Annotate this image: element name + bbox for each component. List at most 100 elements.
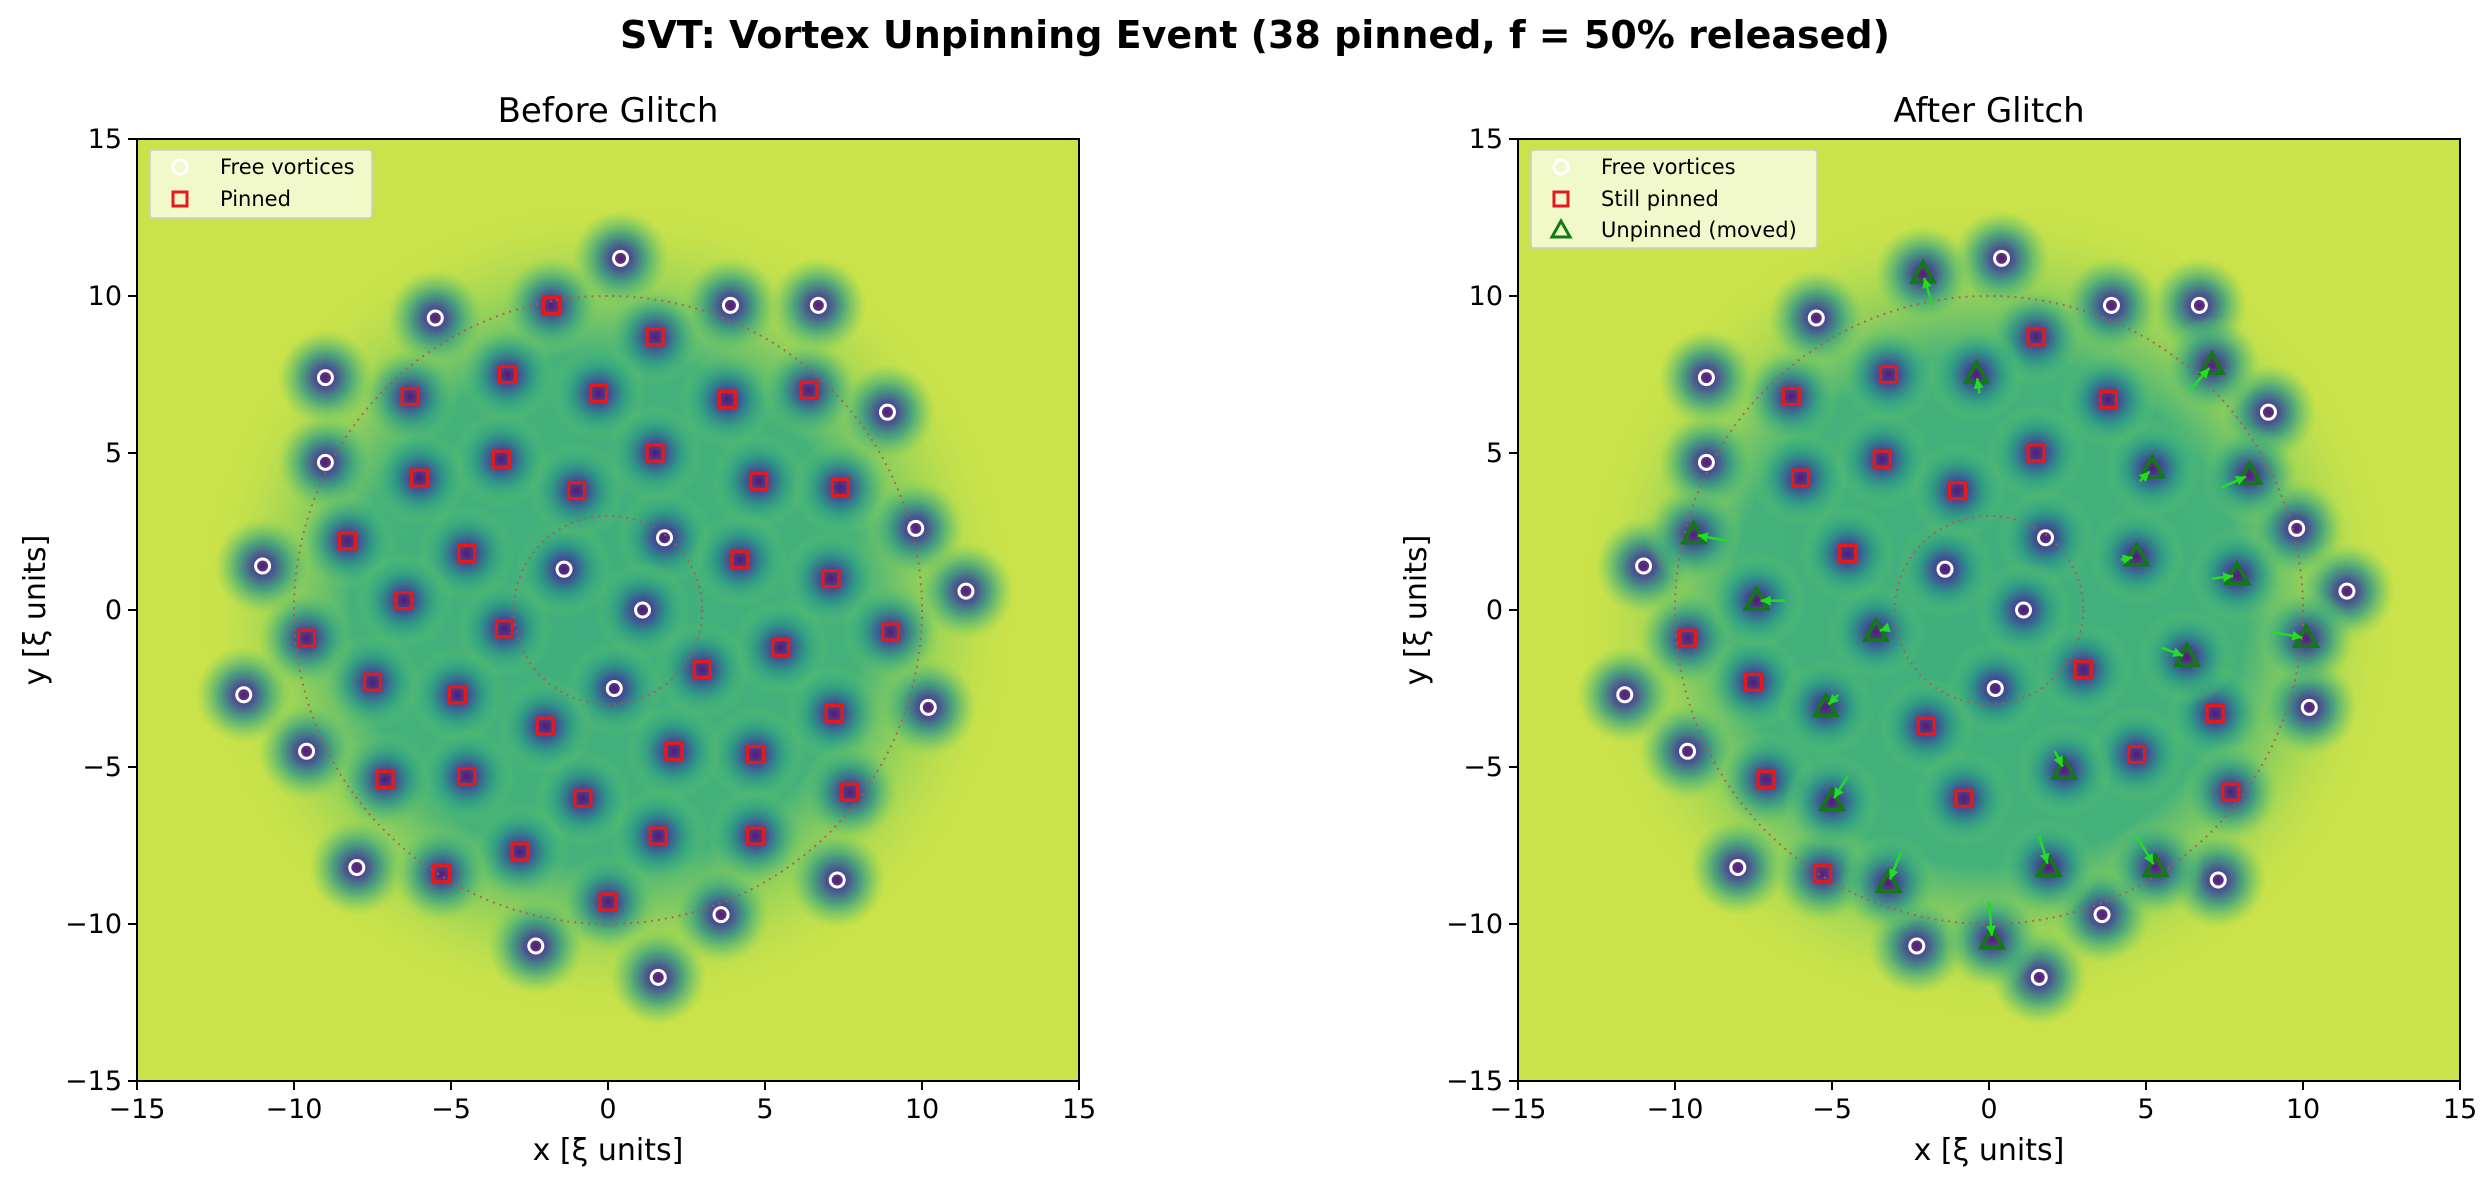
vortex-core-density bbox=[1576, 646, 1674, 744]
vortex-core-density bbox=[732, 599, 830, 697]
pinned-vortex-point bbox=[749, 471, 769, 491]
unpinned-vortex-point bbox=[1818, 785, 1846, 812]
vortex-core-density bbox=[1915, 749, 2013, 848]
pinned-vortex-point bbox=[1790, 468, 1811, 488]
x-tick-label: −5 bbox=[1812, 1094, 1852, 1125]
y-tick-label: 0 bbox=[1486, 595, 1503, 626]
pinned-vortex-point bbox=[573, 788, 593, 809]
vortex-core-density bbox=[2059, 350, 2157, 449]
y-tick-label: 15 bbox=[1469, 124, 1503, 155]
reference-circle bbox=[1674, 295, 2304, 925]
pinned-vortex-point bbox=[692, 660, 712, 680]
unpinned-vortex-point bbox=[1811, 691, 1840, 718]
vortex-core-density bbox=[1874, 225, 1972, 323]
pinned-vortex-point bbox=[375, 769, 395, 790]
vortex-core-density bbox=[355, 551, 453, 650]
x-tick-label: 0 bbox=[1980, 1094, 1997, 1125]
pinned-vortex-point bbox=[457, 543, 477, 564]
pinned-vortex-point bbox=[510, 842, 530, 862]
vortex-core-density bbox=[1999, 818, 2098, 917]
vortex-core-density bbox=[672, 865, 770, 964]
unpinned-vortex-point bbox=[2141, 851, 2170, 878]
vortex-core-density bbox=[2260, 658, 2358, 757]
vortex-core-density bbox=[559, 853, 657, 951]
vortex-core-density bbox=[487, 897, 585, 995]
vortex-core-density bbox=[691, 511, 789, 609]
x-tick-label: 10 bbox=[2286, 1094, 2320, 1125]
free-vortex-point bbox=[634, 601, 652, 619]
vortex-core-density bbox=[838, 363, 937, 461]
legend-pinned-label: Pinned bbox=[220, 187, 291, 211]
displacement-arrow bbox=[2135, 835, 2155, 865]
free-vortex-point bbox=[2288, 519, 2306, 537]
displacement-arrow bbox=[1760, 595, 1785, 606]
unpinned-vortex-point bbox=[2050, 754, 2079, 780]
pinned-vortex-point bbox=[1872, 449, 1892, 469]
vortex-core-density bbox=[706, 705, 805, 804]
vortex-core-density bbox=[2015, 721, 2114, 819]
pinned-vortex-point bbox=[1878, 364, 1899, 385]
unpinned-vortex-point bbox=[1978, 924, 2007, 950]
free-vortex-point bbox=[2037, 529, 2055, 547]
x-ticks-before: −15 −10 −5 0 5 10 15 bbox=[109, 1081, 1096, 1125]
vortex-core-density bbox=[841, 583, 940, 681]
vortex-core-density bbox=[606, 404, 704, 502]
vortex-core-density bbox=[2163, 316, 2261, 414]
panel-title-after: After Glitch bbox=[1893, 91, 2084, 131]
vortex-core-density bbox=[1742, 347, 1840, 446]
pinned-vortex-point bbox=[1812, 864, 1833, 884]
vortex-core-density bbox=[681, 256, 780, 355]
x-tick-label: −15 bbox=[1490, 1094, 1547, 1125]
free-vortex-point bbox=[907, 519, 925, 537]
vortex-core-density bbox=[527, 442, 626, 540]
vortex-core-density bbox=[1927, 325, 2026, 424]
displacement-arrow bbox=[1697, 532, 1729, 543]
displacement-arrow bbox=[2211, 572, 2234, 583]
x-tick-label: 15 bbox=[1062, 1094, 1096, 1125]
free-vortex-point bbox=[1616, 686, 1634, 704]
vortex-core-density bbox=[2188, 526, 2286, 625]
vortex-core-density bbox=[769, 256, 868, 355]
pinned-vortex-point bbox=[2098, 390, 2118, 410]
pinned-vortex-point bbox=[337, 531, 357, 551]
free-vortex-point bbox=[1936, 560, 1954, 578]
y-tick-label: −10 bbox=[1446, 909, 1503, 940]
vortex-core-density bbox=[1943, 891, 2041, 989]
pinned-vortex-point bbox=[799, 380, 819, 400]
reference-circle bbox=[512, 514, 704, 706]
vortex-core-density bbox=[593, 561, 692, 659]
displacement-arrow bbox=[2038, 835, 2050, 865]
vortex-core-density bbox=[1877, 677, 1975, 775]
vortex-core-density bbox=[791, 438, 890, 537]
vortex-core-density bbox=[706, 787, 805, 885]
vortex-core-density bbox=[195, 646, 293, 744]
pinned-vortex-point bbox=[730, 550, 750, 570]
legend-box bbox=[149, 149, 373, 219]
legend-before: Free vortices Pinned bbox=[149, 149, 373, 219]
markers-before bbox=[235, 249, 975, 986]
pinned-vortex-point bbox=[1954, 788, 1974, 809]
pinned-vortex-point bbox=[717, 390, 737, 410]
displacement-arrow bbox=[2053, 750, 2064, 768]
pinned-vortex-point bbox=[824, 704, 844, 724]
free-vortex-point bbox=[957, 582, 975, 600]
vortex-core-density bbox=[2182, 743, 2280, 841]
y-tick-label: 0 bbox=[105, 595, 122, 626]
free-vortex-point bbox=[712, 906, 730, 924]
legend-free-marker bbox=[171, 158, 189, 176]
free-vortex-point bbox=[426, 309, 444, 327]
vortex-core-density bbox=[1751, 429, 1850, 527]
y-tick-label: −5 bbox=[1463, 752, 1503, 783]
vortex-core-density bbox=[2062, 256, 2161, 355]
pinned-vortex-point bbox=[1677, 628, 1698, 648]
vortex-core-density bbox=[625, 702, 723, 800]
vortex-core-density bbox=[609, 787, 707, 885]
unpinned-vortex-point bbox=[2197, 349, 2226, 375]
pinned-vortex-point bbox=[598, 892, 618, 912]
free-vortex-point bbox=[527, 937, 545, 955]
displacement-arrow bbox=[1973, 378, 1984, 394]
displacement-arrow bbox=[2271, 630, 2303, 641]
vortex-core-density bbox=[1783, 752, 1881, 851]
free-vortex-point bbox=[555, 560, 573, 578]
